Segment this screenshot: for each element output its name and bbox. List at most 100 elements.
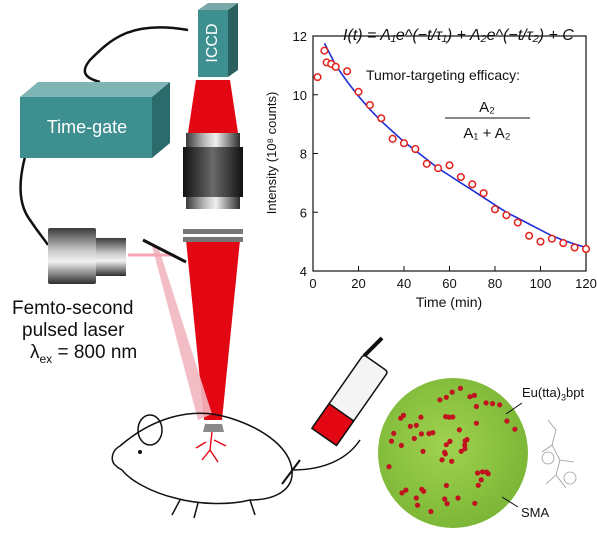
tumor-vasculature [195, 431, 227, 463]
data-point [422, 159, 431, 168]
nanoparticle-dot [475, 470, 481, 476]
nanoparticle-dot [407, 423, 413, 429]
data-point [570, 243, 579, 252]
nanoparticle-dot [388, 438, 395, 444]
y-tick-label: 6 [300, 205, 307, 220]
data-point [388, 134, 397, 143]
data-point [502, 211, 511, 220]
nanoparticle-dot [456, 427, 462, 433]
nanoparticle-dot [471, 392, 477, 398]
matrix-label: SMA [521, 505, 550, 520]
data-point [434, 164, 443, 173]
nanoparticle-dot [400, 412, 407, 418]
particle-label: Eu(tta)3bpt [522, 385, 584, 403]
nanoparticle-dot [391, 430, 397, 436]
time-gate-box [20, 82, 170, 158]
laser-label-line1: Femto-second [12, 298, 134, 319]
nanoparticle-dot [386, 464, 392, 470]
dichroic-mirror [142, 238, 187, 264]
particle-label-sub: 3 [561, 392, 567, 403]
x-tick-label: 40 [397, 276, 411, 291]
nanoparticle-dot [464, 437, 470, 443]
cable-iccd [83, 26, 189, 84]
data-point [365, 100, 374, 110]
sphere-dots [386, 385, 518, 515]
lambda-subscript: ex [39, 351, 53, 366]
data-point [320, 46, 329, 55]
data-point [399, 139, 409, 148]
laser-label-line2: pulsed laser [22, 320, 125, 341]
lambda-symbol: λ [30, 342, 40, 363]
nanoparticle-dot [439, 457, 445, 463]
molecule-structure-icon [541, 419, 577, 489]
x-tick-label: 80 [488, 276, 502, 291]
wavelength-label: λex = 800 nm [30, 342, 137, 366]
chart-annotation: Tumor-targeting efficacy: [366, 67, 520, 83]
nanoparticle-dot [426, 431, 432, 437]
nanoparticle-dot [484, 469, 490, 475]
nanoparticle-dot [475, 482, 481, 488]
objective-lens [183, 133, 243, 242]
data-point [479, 189, 488, 198]
nanoparticle-dot [419, 486, 425, 492]
nanoparticle-dot [443, 482, 449, 489]
decay-chart: 0 20 40 60 80 100 120 4 6 8 10 12 Time (min) Intens… [264, 27, 597, 310]
laser-beam-lower [186, 240, 240, 420]
nanoparticle-dot [418, 414, 424, 420]
nanoparticle-dot [473, 403, 479, 410]
data-point [581, 244, 591, 254]
nanoparticle-dot [398, 442, 404, 448]
iccd-camera [198, 3, 238, 77]
x-tick-label: 0 [309, 276, 316, 291]
chart-equation: I(t) = A₁e^(−t/τ₁) + A₂e^(−t/τ₂) + C [343, 27, 574, 44]
nanoparticle-dot [458, 448, 464, 454]
time-gate-label: Time-gate [46, 117, 128, 137]
data-point [377, 114, 386, 123]
nanoparticle-dot [443, 442, 449, 448]
nanoparticle-dot [467, 394, 473, 400]
y-tick-label: 12 [293, 29, 307, 44]
nanoparticle-dot [479, 469, 486, 475]
data-point [513, 218, 522, 227]
nanoparticle-dot [420, 448, 426, 454]
data-point [313, 73, 322, 82]
x-tick-label: 20 [351, 276, 365, 291]
data-point [343, 67, 352, 76]
nanoparticle-dot [442, 449, 448, 455]
particle-label-text: Eu(tta) [522, 385, 562, 400]
chart-ylabel: Intensity (10⁸ counts) [264, 92, 279, 215]
laser-beam-upper [188, 80, 238, 133]
nanoparticle-dot [444, 501, 450, 507]
cable-laser [19, 139, 50, 246]
leader-line-eu [505, 402, 523, 415]
nanoparticle-sphere [378, 378, 528, 528]
nanoparticle-dot [413, 422, 419, 428]
nanoparticle-dot [413, 495, 419, 501]
lambda-value: = 800 nm [52, 342, 138, 363]
chart-ticks: 0 20 40 60 80 100 120 4 6 8 10 12 [293, 29, 597, 291]
nanoparticle-dot [447, 438, 453, 444]
nanoparticle-dot [462, 442, 468, 448]
nanoparticle-dot [450, 414, 456, 420]
data-point [354, 87, 363, 96]
iccd-label: ICCD [204, 23, 221, 63]
nanoparticle-dot [449, 458, 455, 464]
data-point [331, 62, 340, 71]
nanoparticle-dot [446, 414, 452, 420]
leader-line-sma [501, 496, 519, 508]
data-point [468, 180, 477, 189]
nanoparticle-dot [418, 431, 424, 437]
laser-beam-pump [152, 246, 212, 420]
nanoparticle-dot [455, 495, 461, 501]
data-point [490, 205, 500, 214]
data-point [559, 239, 568, 248]
nanoparticle-dot [504, 418, 510, 424]
syringe [281, 336, 388, 485]
data-point [445, 161, 454, 170]
data-point [411, 145, 420, 154]
tumor-site [203, 424, 224, 432]
y-tick-label: 8 [300, 147, 307, 162]
chart-fraction-numerator: A₂ [479, 99, 495, 116]
data-point [536, 237, 545, 246]
